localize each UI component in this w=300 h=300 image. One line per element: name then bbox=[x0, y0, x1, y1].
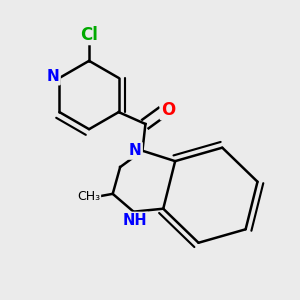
Text: N: N bbox=[129, 143, 141, 158]
Text: N: N bbox=[46, 69, 59, 84]
Text: NH: NH bbox=[123, 213, 147, 228]
Text: Cl: Cl bbox=[80, 26, 98, 44]
Text: CH₃: CH₃ bbox=[77, 190, 101, 203]
Text: O: O bbox=[161, 101, 176, 119]
